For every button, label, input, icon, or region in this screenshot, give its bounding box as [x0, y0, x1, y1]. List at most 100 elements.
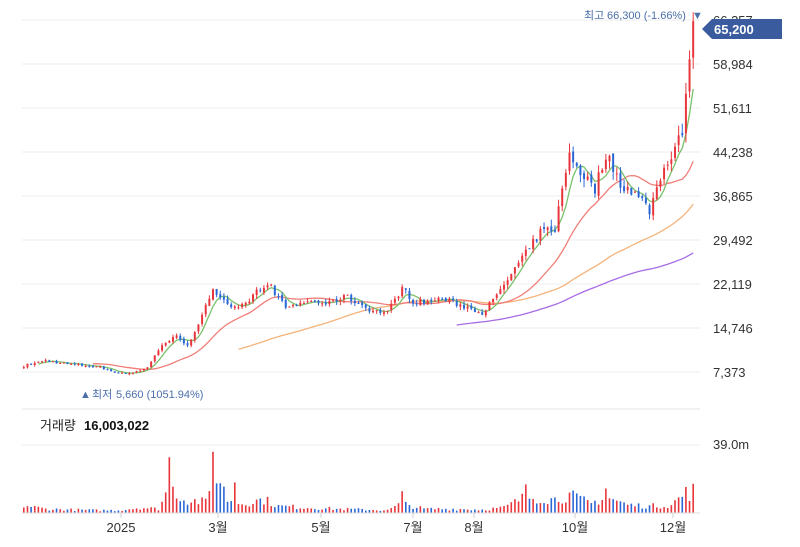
volume-bar [674, 500, 676, 513]
candle-body [350, 294, 353, 302]
price-tick-label: 14,746 [713, 321, 753, 336]
volume-bar [30, 506, 32, 513]
volume-bar [197, 504, 200, 513]
candle-body [393, 298, 396, 303]
candle-body [666, 164, 669, 166]
volume-header: 거래량 16,003,022 [40, 418, 149, 433]
volume-bar [626, 504, 629, 513]
candle-body [623, 186, 626, 192]
volume-bar [681, 496, 684, 513]
volume-bar [63, 510, 65, 513]
volume-bar [448, 510, 451, 513]
candle-body [655, 187, 658, 200]
volume-bar [284, 505, 287, 513]
volume-bar [452, 508, 454, 513]
volume-bar [688, 501, 691, 513]
candle-body [561, 188, 564, 207]
volume-bar [270, 506, 272, 513]
candle-body [186, 343, 189, 346]
volume-bar [645, 508, 647, 513]
volume-bar [361, 508, 363, 513]
volume-bar [419, 506, 422, 513]
price-tick-label: 44,238 [713, 145, 753, 160]
candle-body [84, 365, 87, 367]
volume-bar [219, 483, 222, 513]
volume-bar [164, 492, 167, 513]
volume-bar [488, 510, 491, 513]
volume-bar [150, 507, 152, 513]
volume-bar [514, 499, 516, 513]
volume-bar [317, 509, 320, 513]
volume-bar [59, 509, 61, 513]
candle-body [684, 93, 687, 134]
volume-bar [263, 504, 265, 513]
candle-body [277, 295, 280, 297]
candle-body [161, 345, 164, 351]
candle-body [382, 312, 385, 314]
candle-body [401, 287, 404, 297]
volume-bar [84, 509, 87, 513]
volume-bar [550, 498, 553, 513]
volume-bar [303, 508, 305, 513]
volume-bar [23, 507, 25, 513]
volume-bar [459, 509, 462, 513]
candle-body [26, 363, 29, 368]
candle-body [630, 187, 633, 195]
candle-body [128, 373, 131, 375]
candle-body [390, 303, 393, 310]
candle-body [248, 301, 251, 304]
volume-bar [77, 508, 80, 513]
volume-bar [321, 509, 323, 513]
candle-body [586, 176, 589, 180]
volume-bar [230, 501, 232, 513]
candle-body [499, 289, 502, 295]
volume-bar [601, 500, 604, 513]
candle-body [91, 365, 94, 367]
candle-body [521, 255, 524, 262]
candle-body [404, 288, 407, 290]
volume-bar [117, 510, 120, 513]
volume-bar [175, 498, 178, 513]
volume-bar [612, 499, 614, 513]
volume-bar [208, 491, 211, 513]
volume-bar [124, 509, 127, 513]
candle-body [379, 309, 382, 313]
volume-bar [248, 506, 251, 513]
candle-body [357, 303, 360, 305]
volume-bar [41, 507, 43, 513]
volume-bar [193, 499, 196, 513]
volume-bar [470, 510, 473, 513]
price-tick-label: 58,984 [713, 57, 753, 72]
candle-body [353, 300, 356, 304]
last-price-value: 65,200 [714, 22, 754, 37]
volume-bar [485, 510, 487, 513]
x-tick-label: 12월 [660, 520, 686, 535]
candle-body [244, 302, 247, 306]
volume-bar [37, 506, 40, 513]
price-tick-label: 7,373 [713, 365, 746, 380]
candle-body [281, 295, 284, 301]
volume-bar [292, 504, 294, 513]
volume-bar [572, 490, 574, 513]
candle-body [233, 306, 236, 308]
volume-bar [565, 502, 567, 513]
volume-bar [423, 508, 425, 513]
volume-bar [186, 504, 189, 513]
volume-bar [586, 500, 589, 513]
candle-body [459, 304, 462, 307]
volume-bar [503, 506, 505, 513]
candle-body [430, 299, 433, 302]
volume-bar [128, 509, 131, 513]
volume-bar [223, 486, 225, 513]
x-tick-label: 2025 [107, 520, 136, 535]
candle-body [692, 21, 695, 58]
candle-body [295, 305, 298, 307]
candle-body [397, 296, 400, 299]
volume-bar [463, 509, 465, 513]
candle-body [284, 299, 287, 308]
candle-body [88, 366, 91, 368]
candle-body [41, 361, 44, 363]
volume-bar [437, 508, 440, 513]
volume-bar [234, 482, 236, 513]
volume-bar [73, 511, 76, 513]
